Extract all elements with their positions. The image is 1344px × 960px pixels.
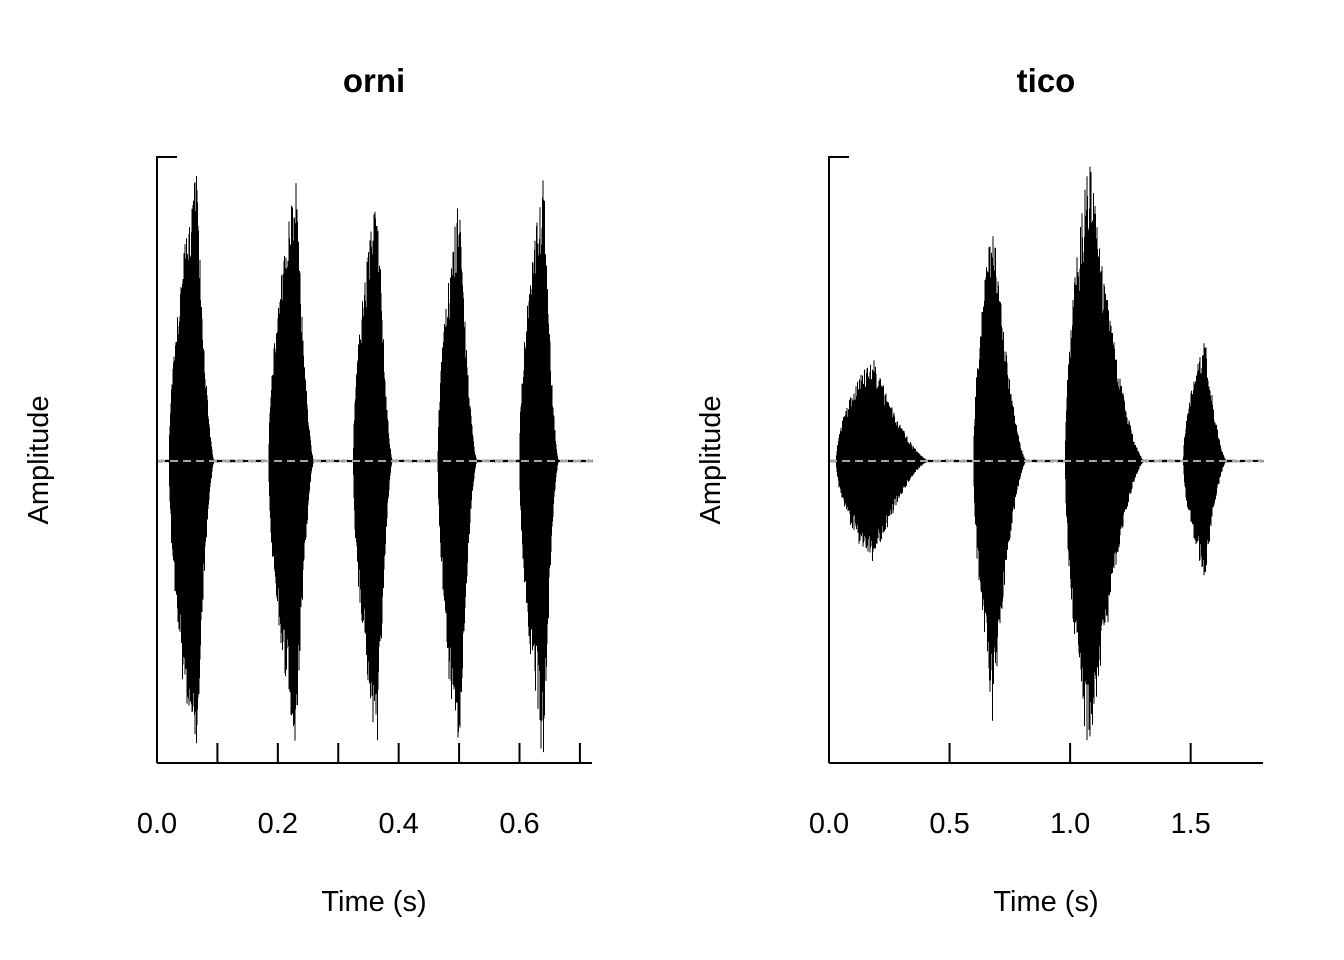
x-tick-label: 0.6 [499, 808, 539, 840]
axis-layer: 0.0 0.2 0.4 0.6 [137, 156, 592, 840]
x-tick-label: 0.4 [379, 808, 419, 840]
x-tick-label: 0.5 [929, 808, 969, 840]
waveform-trace [156, 176, 593, 753]
waveform-layer [156, 176, 593, 753]
x-tick-label: 0.0 [809, 808, 849, 840]
x-tick-label: 1.5 [1171, 808, 1211, 840]
x-tick-label: 0.2 [258, 808, 298, 840]
x-axis-label: Time (s) [993, 886, 1098, 918]
chart-title: tico [1017, 62, 1076, 99]
axis-layer: 0.0 0.5 1.0 1.5 [809, 156, 1263, 840]
y-axis-label: Amplitude [23, 396, 55, 525]
y-axis-line [156, 156, 177, 763]
x-axis-label: Time (s) [321, 886, 426, 918]
x-tick-label: 0.0 [137, 808, 177, 840]
waveform-trace [828, 166, 1264, 741]
chart-title: orni [343, 62, 405, 99]
waveform-panel-orni: orni Time (s) Amplitude 0.0 0.2 0.4 0.6 [23, 62, 593, 918]
waveform-panel-tico: tico Time (s) Amplitude 0.0 0.5 1.0 1.5 [695, 62, 1264, 918]
x-tick-label: 1.0 [1050, 808, 1090, 840]
y-axis-label: Amplitude [695, 396, 727, 525]
waveform-layer [828, 166, 1264, 741]
y-axis-line [828, 156, 849, 763]
